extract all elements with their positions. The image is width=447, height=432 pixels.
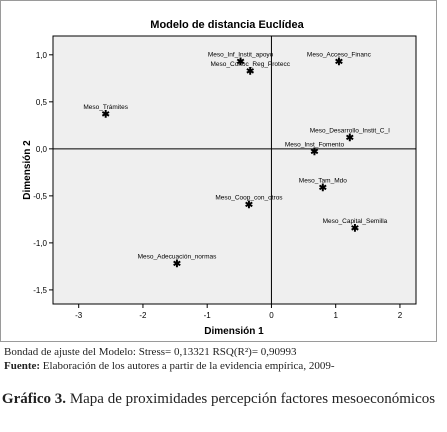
data-points: ✱Meso_Inf_Instit_apoyo✱Meso_Acceso_Finan… xyxy=(83,51,390,270)
point-marker: ✱ xyxy=(236,57,245,68)
point-marker: ✱ xyxy=(245,200,254,211)
point-marker: ✱ xyxy=(351,223,360,234)
scatter-chart: Modelo de distancia Euclídea -3 -2 -1 0 1 2 1,… xyxy=(22,19,417,337)
point-label: Meso_Desarrollo_Instit_C_I xyxy=(310,128,390,135)
figure-caption-text: Mapa de proximidades percepción factores… xyxy=(66,391,436,407)
point-label: Meso_Conoc_Reg_Protecc xyxy=(210,61,290,68)
data-point: ✱Meso_Adecuación_normas xyxy=(138,254,218,271)
y-tick-label: -0,5 xyxy=(33,192,47,201)
x-tick-label: -3 xyxy=(75,311,83,320)
data-point: ✱Meso_Inf_Instit_apoyo xyxy=(208,51,274,68)
point-marker: ✱ xyxy=(346,133,355,144)
data-point: ✱Meso_Desarrollo_Instit_C_I xyxy=(310,128,390,145)
y-tick-label: -1,5 xyxy=(33,286,47,295)
chart-title: Modelo de distancia Euclídea xyxy=(150,19,304,31)
point-marker: ✱ xyxy=(101,110,110,121)
point-marker: ✱ xyxy=(310,147,319,158)
y-axis-label: Dimensión 2 xyxy=(22,140,33,200)
data-point: ✱Meso_Inst_Fomento xyxy=(285,142,345,159)
point-marker: ✱ xyxy=(173,259,182,270)
x-tick-label: 0 xyxy=(269,311,274,320)
y-tick-label: -1,0 xyxy=(33,239,47,248)
point-label: Meso_Adecuación_normas xyxy=(138,254,218,261)
point-label: Meso_Capital_Semilla xyxy=(323,218,388,225)
data-point: ✱Meso_Trámites xyxy=(83,104,128,121)
figure-caption: Gráfico 3. Mapa de proximidades percepci… xyxy=(0,390,437,409)
data-point: ✱Meso_Capital_Semilla xyxy=(323,218,388,235)
point-label: Meso_Acceso_Financ xyxy=(307,51,372,58)
x-axis-label: Dimensión 1 xyxy=(204,326,264,337)
source-note: Fuente: Elaboración de los autores a par… xyxy=(4,360,334,372)
data-point: ✱Meso_Conoc_Reg_Protecc xyxy=(210,61,290,78)
plot-area xyxy=(52,35,417,305)
axis-ticks: -3 -2 -1 0 1 2 1,0 0,5 0,0 -0,5 -1,0 -1,5 xyxy=(33,51,403,320)
x-tick-label: 2 xyxy=(398,311,403,320)
chart-container: Modelo de distancia Euclídea -3 -2 -1 0 1 2 1,… xyxy=(0,0,437,342)
point-label: Meso_Trámites xyxy=(83,104,128,111)
figure-number: Gráfico 3. xyxy=(1,391,67,407)
x-tick-label: -1 xyxy=(204,311,212,320)
x-tick-label: -2 xyxy=(139,311,147,320)
source-text: Elaboración de los autores a partir de l… xyxy=(40,360,335,372)
point-label: Meso_Inst_Fomento xyxy=(285,142,345,149)
zero-lines xyxy=(53,36,416,304)
point-marker: ✱ xyxy=(246,66,255,77)
data-point: ✱Meso_Coop_con_otros xyxy=(215,194,283,211)
point-marker: ✱ xyxy=(319,183,328,194)
y-tick-label: 0,5 xyxy=(36,98,48,107)
fit-statistics-note: Bondad de ajuste del Modelo: Stress= 0,1… xyxy=(4,346,297,358)
point-marker: ✱ xyxy=(335,57,344,68)
point-label: Meso_Inf_Instit_apoyo xyxy=(208,51,274,58)
source-label: Fuente: xyxy=(4,360,41,372)
data-point: ✱Meso_Tam_Mdo xyxy=(299,177,347,194)
x-tick-label: 1 xyxy=(333,311,338,320)
point-label: Meso_Tam_Mdo xyxy=(299,177,347,184)
data-point: ✱Meso_Acceso_Financ xyxy=(307,51,372,68)
y-tick-label: 1,0 xyxy=(36,51,48,60)
y-tick-label: 0,0 xyxy=(36,145,48,154)
point-label: Meso_Coop_con_otros xyxy=(215,194,283,201)
